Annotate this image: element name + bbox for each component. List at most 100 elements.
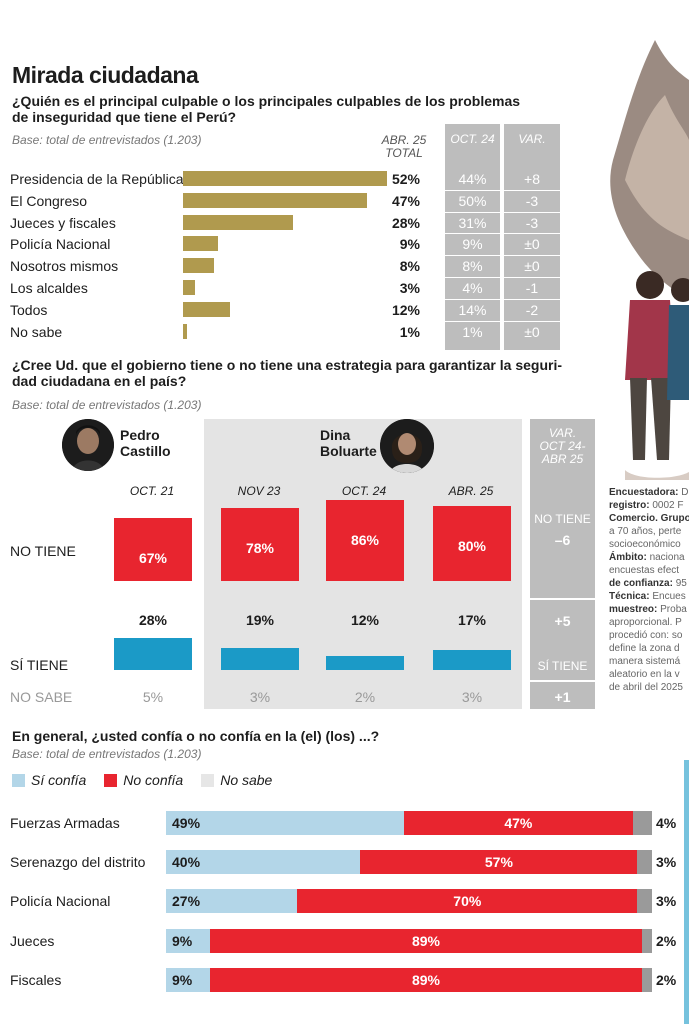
- q1-var-value: -1: [525, 280, 539, 296]
- legend-si-label: Sí confía: [31, 772, 87, 788]
- q2-var-ns-value: +1: [554, 689, 571, 705]
- side-line-8a: de confianza:: [609, 578, 673, 589]
- side-line-6b: naciona: [649, 552, 685, 563]
- q1-category-label: Presidencia de la República: [10, 171, 184, 187]
- q1-header-var: VAR.: [518, 132, 546, 146]
- boluarte-last-name: Boluarte: [320, 443, 377, 459]
- side-line-2a: registro:: [609, 500, 650, 511]
- q2-no-tiene-bar: [114, 518, 192, 581]
- q2-no-tiene-bar: [433, 505, 511, 581]
- q3-si-confia-bar: 40%: [166, 850, 361, 875]
- q1-row-divider: [445, 277, 560, 278]
- side-line-7: encuestas efect: [609, 565, 680, 576]
- q1-row-divider: [445, 211, 560, 213]
- side-line-10: muestreo: Proba: [609, 603, 689, 616]
- q2-si-tiene-label: 19%: [245, 612, 275, 628]
- q2-no-sabe-label: 3%: [461, 689, 483, 705]
- q1-value-label: 1%: [399, 323, 420, 340]
- boluarte-name: Dina Boluarte: [320, 427, 377, 459]
- q3-no-confia-label: 70%: [453, 893, 482, 910]
- q2-no-sabe-label: 5%: [142, 689, 164, 705]
- row-label-no-sabe: NO SABE: [10, 689, 73, 705]
- q2-date-label: OCT. 21: [129, 484, 175, 498]
- q1-bar: [183, 301, 231, 317]
- q1-header-current-1: ABR. 25: [381, 133, 427, 147]
- side-line-3a: Comercio. Grupo: [609, 513, 689, 524]
- q2-no-tiene-label: 80%: [457, 537, 487, 554]
- q3-no-confia-label: 89%: [411, 971, 441, 988]
- q1-value-label: 12%: [391, 301, 420, 318]
- side-line-9: Técnica: Encues: [609, 590, 689, 603]
- side-line-6a: Ámbito:: [609, 552, 647, 563]
- q1-header-current-2: TOTAL: [385, 146, 423, 160]
- side-line-13: define la zona d: [609, 643, 680, 654]
- q1-prev-value: 14%: [458, 301, 487, 318]
- q1-var-value: ±0: [524, 258, 540, 275]
- q2-no-tiene-label: 67%: [138, 550, 168, 567]
- q3-no-sabe-label: 3%: [656, 854, 677, 871]
- q3-no-sabe-label: 2%: [656, 932, 677, 949]
- q1-value-label: 28%: [391, 214, 420, 231]
- q1-prev-column: [445, 124, 500, 350]
- q1-prev-value: 1%: [462, 323, 483, 340]
- q2-si-tiene-bar: [221, 648, 299, 670]
- q2-question: ¿Cree Ud. que el gobierno tiene o no tie…: [12, 357, 572, 389]
- q1-row-divider: [445, 298, 560, 300]
- q1-question: ¿Quién es el principal culpable o los pr…: [12, 93, 532, 125]
- q2-si-tiene-bar: [433, 650, 511, 670]
- q3-si-confia-label: 9%: [172, 932, 193, 949]
- q3-si-confia-bar: 27%: [166, 889, 298, 914]
- q2-question-line2: dad ciudadana en el país?: [12, 373, 187, 389]
- castillo-avatar: [62, 419, 114, 471]
- q1-category-label: Nosotros mismos: [10, 258, 119, 275]
- q3-si-confia-bar: 9%: [166, 967, 210, 992]
- side-line-15: aleatorio en la v: [609, 669, 680, 680]
- side-line-1: Encuestadora: D: [609, 486, 689, 499]
- q1-value-label: 52%: [391, 171, 420, 187]
- q2-var-header: VAR. OCT 24- ABR 25: [530, 427, 595, 466]
- side-line-4: a 70 años, perte: [609, 526, 682, 537]
- side-line-9a: Técnica:: [609, 591, 650, 602]
- q3-no-confia-bar: 70%: [297, 889, 638, 914]
- side-line-2b: 0002 F: [652, 500, 684, 511]
- q3-no-confia-label: 89%: [411, 932, 441, 949]
- q3-no-confia-label: 47%: [504, 815, 533, 831]
- q3-category-label: Fuerzas Armadas: [10, 815, 120, 831]
- q1-header-current: ABR. 25 TOTAL: [378, 134, 430, 160]
- q3-no-sabe-bar: [642, 967, 652, 992]
- side-line-3: Comercio. Grupo: [609, 512, 689, 525]
- q3-no-sabe-bar: [637, 850, 652, 875]
- q3-no-sabe-bar: [642, 928, 652, 953]
- q3-si-confia-bar: 9%: [166, 928, 210, 953]
- side-line-8b: 95: [675, 578, 687, 589]
- side-line-16: de abril del 2025: [609, 682, 683, 693]
- q1-var-value: -3: [525, 192, 539, 209]
- q2-no-tiene-bar: [326, 500, 404, 581]
- q2-var-divider-1: [530, 598, 595, 600]
- q2-base: Base: total de entrevistados (1.203): [12, 398, 202, 412]
- q3-no-sabe-label: 4%: [656, 815, 677, 831]
- q1-var-value: -3: [525, 214, 539, 231]
- q3-category-label: Policía Nacional: [10, 893, 111, 910]
- q1-value-label: 47%: [391, 192, 420, 209]
- side-line-8: de confianza: 95: [609, 577, 689, 590]
- boluarte-avatar: [380, 419, 434, 473]
- side-line-9b: Encues: [652, 591, 686, 602]
- q1-row-divider: [445, 233, 560, 235]
- q1-row-divider: [445, 320, 560, 322]
- q2-date-label: ABR. 25: [448, 484, 494, 498]
- castillo-first-name: Pedro: [120, 427, 160, 443]
- q2-var-header-1: VAR.: [548, 426, 577, 440]
- q1-var-column: [504, 124, 560, 350]
- q2-question-line1: ¿Cree Ud. que el gobierno tiene o no tie…: [12, 357, 563, 373]
- side-line-10a: muestreo:: [609, 604, 658, 615]
- side-line-1a: Encuestadora:: [609, 487, 679, 498]
- q2-no-sabe-label: 2%: [354, 689, 376, 705]
- q1-category-label: Los alcaldes: [10, 280, 88, 296]
- q3-si-confia-label: 9%: [172, 971, 193, 988]
- q2-si-tiene-bar: [326, 656, 404, 670]
- q3-si-confia-label: 27%: [172, 893, 201, 910]
- q1-prev-value: 31%: [458, 214, 487, 231]
- q1-bar: [183, 280, 195, 295]
- q1-value-label: 9%: [399, 236, 420, 253]
